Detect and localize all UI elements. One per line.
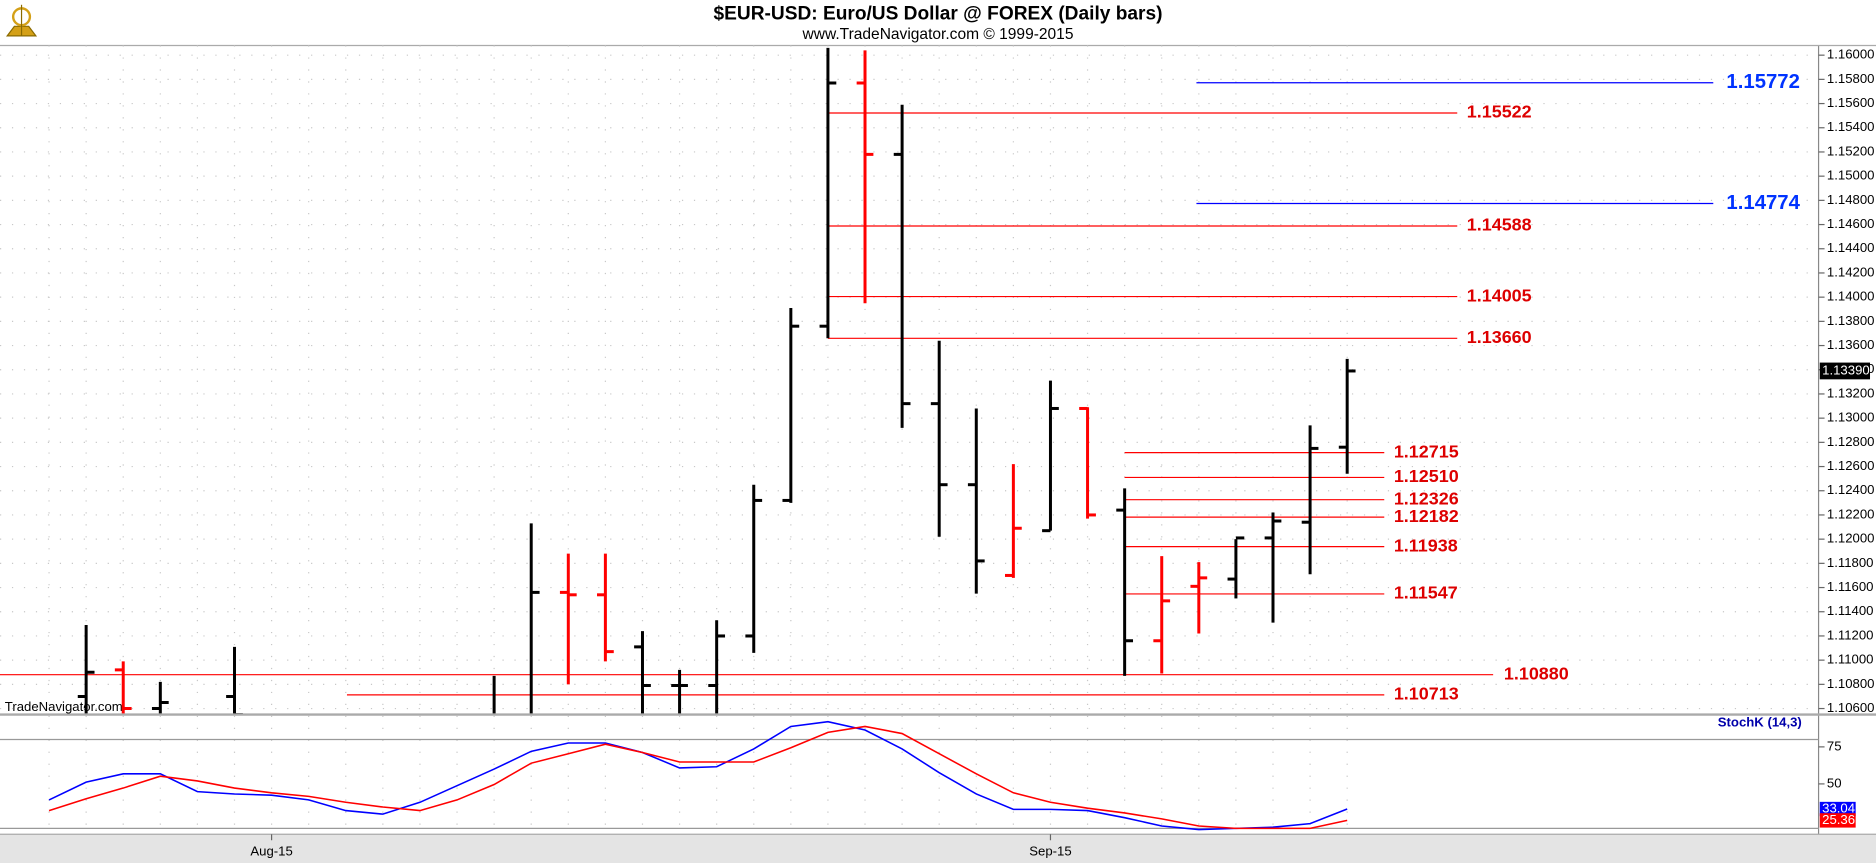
value-box bbox=[1819, 813, 1856, 828]
stoch-line bbox=[48, 725, 1348, 830]
y-tick-label: 1.15600 bbox=[1827, 95, 1875, 110]
indicator-title: StochK (14,3) bbox=[1718, 714, 1802, 729]
stoch-line bbox=[48, 720, 1348, 831]
y-tick-label: 1.10600 bbox=[1827, 700, 1875, 715]
y-tick-label: 1.13200 bbox=[1827, 385, 1875, 400]
level-label: 1.12182 bbox=[1394, 506, 1459, 526]
level-label: 1.14774 bbox=[1726, 192, 1800, 214]
y-tick-label: 1.11200 bbox=[1827, 627, 1874, 642]
level-label: 1.10713 bbox=[1394, 684, 1459, 704]
y-tick-label: 1.14400 bbox=[1827, 240, 1875, 255]
level-label: 1.12326 bbox=[1394, 488, 1459, 508]
y-tick-label: 1.11000 bbox=[1827, 652, 1874, 667]
y-tick-label: 1.11400 bbox=[1827, 603, 1874, 618]
y-tick-label: 1.12800 bbox=[1827, 434, 1875, 449]
y-tick-label: 1.16000 bbox=[1827, 47, 1875, 62]
grid bbox=[0, 45, 1819, 835]
y-tick-label: 1.12400 bbox=[1827, 482, 1875, 497]
y-tick-label: 1.13000 bbox=[1827, 410, 1875, 425]
watermark: TradeNavigator.com bbox=[5, 699, 123, 714]
level-label: 1.14588 bbox=[1467, 215, 1532, 235]
y-tick-label: 1.11600 bbox=[1827, 579, 1874, 594]
x-tick-label: Aug-15 bbox=[250, 844, 292, 859]
chart-title: $EUR-USD: Euro/US Dollar @ FOREX (Daily … bbox=[714, 3, 1163, 24]
y-tick-label: 1.12200 bbox=[1827, 506, 1875, 521]
level-label: 1.15772 bbox=[1726, 71, 1799, 93]
y-tick-label: 1.15800 bbox=[1827, 71, 1875, 86]
y-tick-label: 1.15200 bbox=[1827, 143, 1875, 158]
x-tick-label: Sep-15 bbox=[1029, 844, 1071, 859]
y-tick-label: 1.14200 bbox=[1827, 264, 1875, 279]
y-tick-label: 50 bbox=[1827, 775, 1842, 790]
y-tick-label: 1.12600 bbox=[1827, 458, 1875, 473]
date-axis-band bbox=[0, 834, 1876, 863]
y-tick-label: 1.14000 bbox=[1827, 289, 1875, 304]
level-label: 1.11938 bbox=[1394, 535, 1458, 555]
y-tick-label: 1.13800 bbox=[1827, 313, 1875, 328]
value-box bbox=[1819, 801, 1856, 817]
last-price-label: 1.13390 bbox=[1822, 362, 1870, 377]
last-price-box bbox=[1819, 362, 1871, 380]
level-label: 1.14005 bbox=[1467, 285, 1532, 305]
y-tick-label: 1.12000 bbox=[1827, 531, 1875, 546]
level-label: 1.11547 bbox=[1394, 583, 1458, 603]
y-tick-label: 1.13600 bbox=[1827, 337, 1875, 352]
level-label: 1.15522 bbox=[1467, 102, 1532, 122]
value-box-label: 33.04 bbox=[1822, 801, 1855, 816]
level-label: 1.12715 bbox=[1394, 441, 1459, 461]
chart-subtitle: www.TradeNavigator.com © 1999-2015 bbox=[802, 26, 1074, 43]
value-box-label: 25.36 bbox=[1822, 812, 1855, 827]
level-label: 1.13660 bbox=[1467, 327, 1532, 347]
level-label: 1.12510 bbox=[1394, 466, 1459, 486]
logo bbox=[5, 4, 38, 37]
y-tick-label: 1.11800 bbox=[1827, 555, 1874, 570]
y-tick-label: 1.15400 bbox=[1827, 119, 1875, 134]
y-tick-label: 1.14600 bbox=[1827, 216, 1875, 231]
y-tick-label: 1.14800 bbox=[1827, 192, 1875, 207]
level-label: 1.10880 bbox=[1504, 663, 1569, 683]
y-tick-label: 1.10800 bbox=[1827, 676, 1875, 691]
y-tick-label: 75 bbox=[1827, 738, 1842, 753]
bars bbox=[77, 47, 1356, 714]
y-tick-label: 1.15000 bbox=[1827, 168, 1875, 183]
